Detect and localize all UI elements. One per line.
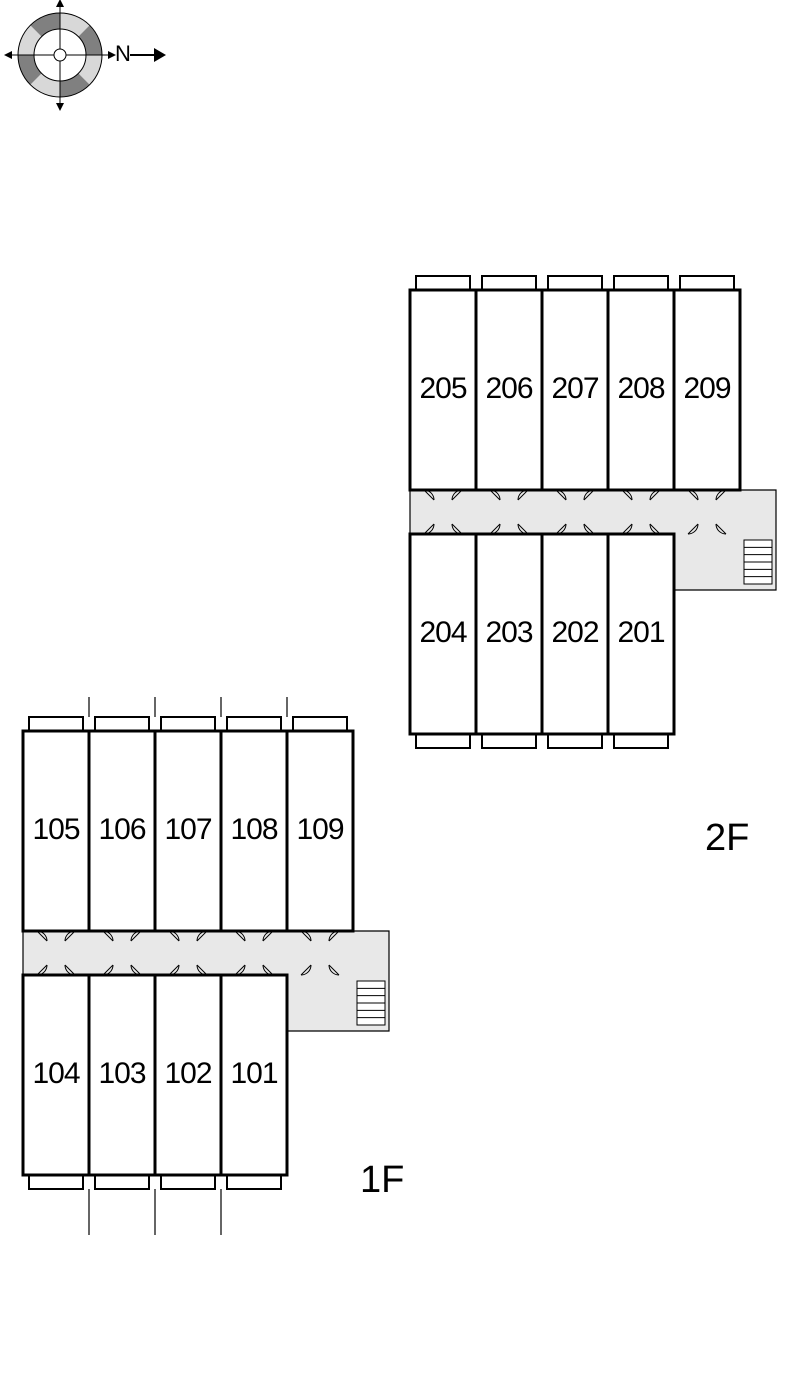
north-arrow-icon [154, 48, 166, 62]
unit-101: 101 [230, 1057, 277, 1090]
floor-label-1F: 1F [360, 1159, 404, 1201]
unit-106: 106 [98, 813, 145, 846]
floor-2F: 205 206 207 208 209 204 203 202 201 2F [410, 276, 776, 859]
unit-108: 108 [230, 813, 277, 846]
unit-103: 103 [98, 1057, 145, 1090]
unit-206: 206 [485, 372, 532, 405]
unit-207: 207 [551, 372, 598, 405]
unit-209: 209 [683, 372, 730, 405]
unit-208: 208 [617, 372, 664, 405]
unit-203: 203 [485, 616, 532, 649]
unit-204: 204 [419, 616, 466, 649]
unit-202: 202 [551, 616, 598, 649]
unit-107: 107 [164, 813, 211, 846]
unit-201: 201 [617, 616, 664, 649]
floor-1F: 105 106 107 108 109 104 103 102 101 1F [23, 697, 404, 1235]
unit-104: 104 [32, 1057, 79, 1090]
unit-205: 205 [419, 372, 466, 405]
unit-105: 105 [32, 813, 79, 846]
compass-rose: N [4, 0, 166, 111]
unit-109: 109 [296, 813, 343, 846]
unit-102: 102 [164, 1057, 211, 1090]
floor-label-2F: 2F [705, 817, 749, 859]
compass-north-label: N [115, 41, 131, 66]
